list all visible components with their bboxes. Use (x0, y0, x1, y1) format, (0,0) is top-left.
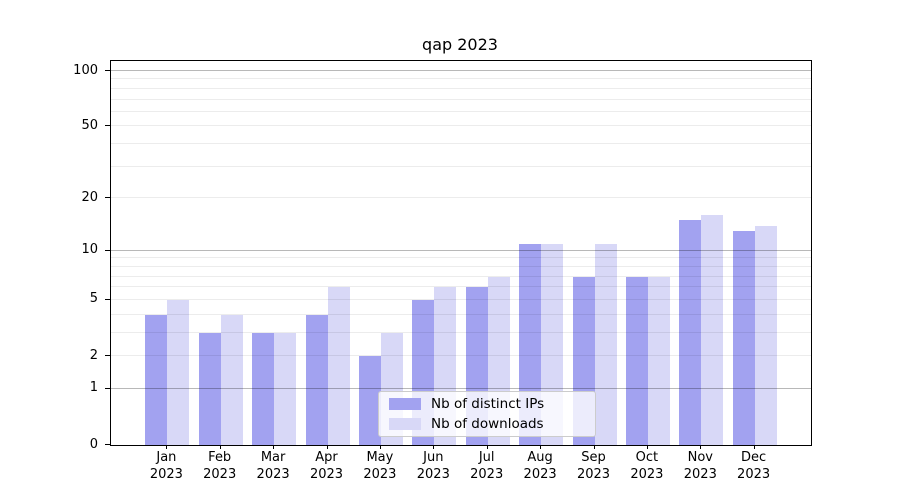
x-tick (326, 445, 328, 449)
x-tick (700, 445, 702, 449)
x-tick (166, 445, 168, 449)
legend-label-downloads: Nb of downloads (431, 416, 544, 432)
gridline-minor (111, 165, 811, 167)
gridline-minor (111, 78, 811, 80)
x-tick-label: Jun 2023 (416, 450, 450, 482)
y-tick (105, 387, 110, 389)
y-tick-label: 20 (81, 189, 98, 205)
gridline-minor (111, 110, 811, 112)
x-tick-label: Dec 2023 (737, 450, 771, 482)
gridline-minor (111, 313, 811, 315)
x-tick-label: Jul 2023 (470, 450, 504, 482)
x-tick-label: Mar 2023 (256, 450, 290, 482)
y-tick (105, 298, 110, 300)
gridline-minor (111, 355, 811, 356)
y-tick (105, 70, 110, 71)
x-tick-label: Oct 2023 (630, 450, 664, 482)
gridline-major (111, 249, 811, 251)
y-tick-label: 0 (89, 436, 98, 452)
y-tick (105, 249, 110, 251)
legend-label-distinct-ips: Nb of distinct IPs (431, 396, 545, 412)
x-tick (540, 445, 542, 449)
y-tick (105, 355, 110, 356)
x-tick (486, 445, 488, 449)
legend-swatch-distinct-ips (389, 398, 421, 410)
gridline-minor (111, 125, 811, 127)
gridline-minor (111, 98, 811, 100)
bar-downloads (220, 314, 243, 445)
x-tick (379, 445, 381, 449)
legend-swatch-downloads (389, 418, 421, 430)
y-tick (105, 125, 110, 127)
y-tick (105, 444, 110, 445)
x-tick-label: Sep 2023 (576, 450, 611, 482)
gridline-minor (111, 197, 811, 199)
x-tick (753, 445, 755, 449)
x-tick (593, 445, 595, 449)
gridline-minor (111, 331, 811, 333)
chart-title: qap 2023 (422, 35, 498, 54)
x-tick (219, 445, 221, 449)
y-tick-label: 5 (89, 291, 98, 307)
x-tick-label: Aug 2023 (523, 450, 557, 482)
y-tick-label: 1 (89, 380, 98, 396)
gridline-minor (111, 87, 811, 89)
x-tick-label: May 2023 (363, 450, 397, 482)
x-tick-label: Nov 2023 (683, 450, 717, 482)
gridline-minor (111, 257, 811, 259)
gridline-minor (111, 143, 811, 145)
gridline-minor (111, 286, 811, 288)
legend: Nb of distinct IPs Nb of downloads (378, 391, 596, 437)
plot-area (110, 60, 812, 446)
bar-downloads (701, 215, 724, 445)
y-tick-label: 100 (73, 62, 98, 78)
x-tick (433, 445, 435, 449)
bar-downloads (327, 287, 350, 445)
gridline-major (111, 70, 811, 71)
gridline-minor (111, 298, 811, 300)
bar-downloads (167, 299, 190, 445)
y-tick-label: 2 (89, 347, 98, 363)
bar-downloads (594, 243, 617, 445)
bar-distinct-ips (732, 231, 755, 445)
bar-downloads (274, 332, 297, 445)
bar-distinct-ips (145, 314, 168, 445)
bar-distinct-ips (358, 356, 381, 445)
x-tick-label: Apr 2023 (309, 450, 344, 482)
gridline-major (111, 387, 811, 389)
y-tick-label: 10 (81, 242, 98, 258)
y-tick (105, 197, 110, 199)
bar-downloads (754, 225, 777, 445)
x-tick-label: Feb 2023 (203, 450, 237, 482)
x-tick-label: Jan 2023 (149, 450, 183, 482)
y-tick-label: 50 (81, 117, 98, 133)
gridline-minor (111, 265, 811, 267)
bar-distinct-ips (625, 276, 648, 445)
bar-distinct-ips (198, 332, 221, 445)
legend-item-downloads: Nb of downloads (389, 416, 585, 432)
x-tick (646, 445, 648, 449)
bar-distinct-ips (305, 314, 328, 445)
legend-item-distinct-ips: Nb of distinct IPs (389, 396, 585, 412)
x-tick (273, 445, 275, 449)
bar-distinct-ips (252, 332, 275, 445)
gridline-minor (111, 275, 811, 277)
bar-distinct-ips (679, 220, 702, 445)
bar-downloads (647, 276, 670, 445)
